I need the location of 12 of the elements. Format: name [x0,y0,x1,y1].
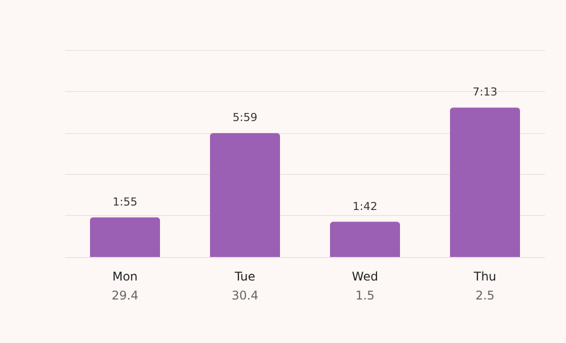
x-tick-label: Wed 1.5 [352,270,378,302]
data-label: 7:13 [472,86,498,99]
bar [330,222,400,257]
x-tick-label: Mon 29.4 [112,270,138,302]
x-tick-label: Thu 2.5 [472,270,496,302]
bar [90,217,160,257]
data-label: 1:55 [112,195,138,208]
data-label: 5:59 [232,111,258,124]
bar [450,108,520,257]
data-label: 1:42 [352,200,378,213]
x-tick-label: Tue 30.4 [232,270,258,302]
bar [210,133,280,257]
